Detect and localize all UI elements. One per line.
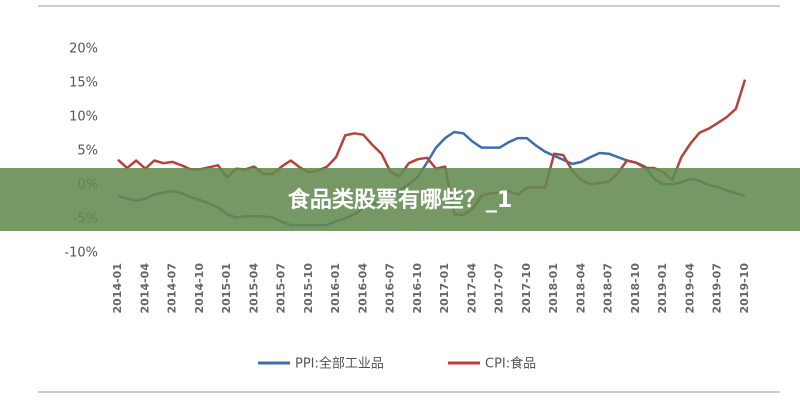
x-tick-label: 2018-01: [547, 263, 560, 314]
x-tick-label: 2014-01: [111, 263, 124, 314]
legend-label: PPI:全部工业品: [295, 356, 384, 372]
banner-title: 食品类股票有哪些？_1: [288, 187, 512, 213]
x-tick-label: 2016-07: [384, 263, 397, 314]
y-tick-label: 15%: [69, 76, 98, 91]
x-tick-label: 2019-10: [738, 263, 751, 314]
x-tick-label: 2019-04: [683, 263, 696, 314]
y-tick-label: -10%: [64, 246, 98, 261]
x-tick-label: 2014-10: [193, 263, 206, 314]
x-tick-label: 2016-10: [411, 263, 424, 314]
x-tick-label: 2018-04: [574, 263, 587, 314]
x-tick-label: 2014-07: [166, 263, 179, 314]
y-tick-label: 10%: [69, 110, 98, 125]
x-tick-label: 2017-07: [493, 263, 506, 314]
y-tick-label: 20%: [69, 42, 98, 57]
y-tick-label: 5%: [77, 144, 98, 159]
x-tick-label: 2016-01: [329, 263, 342, 314]
x-tick-label: 2014-04: [138, 263, 151, 314]
x-tick-label: 2017-10: [520, 263, 533, 314]
x-tick-label: 2015-04: [247, 263, 260, 314]
x-tick-label: 2016-04: [356, 263, 369, 314]
legend-label: CPI:食品: [485, 356, 536, 372]
x-tick-label: 2018-10: [629, 263, 642, 314]
x-tick-label: 2015-07: [275, 263, 288, 314]
x-tick-label: 2017-01: [438, 263, 451, 314]
x-tick-label: 2019-07: [711, 263, 724, 314]
x-tick-label: 2017-04: [465, 263, 478, 314]
banner: [0, 168, 800, 231]
x-tick-label: 2019-01: [656, 263, 669, 314]
x-tick-label: 2018-07: [602, 263, 615, 314]
x-tick-label: 2015-10: [302, 263, 315, 314]
x-tick-label: 2015-01: [220, 263, 233, 314]
